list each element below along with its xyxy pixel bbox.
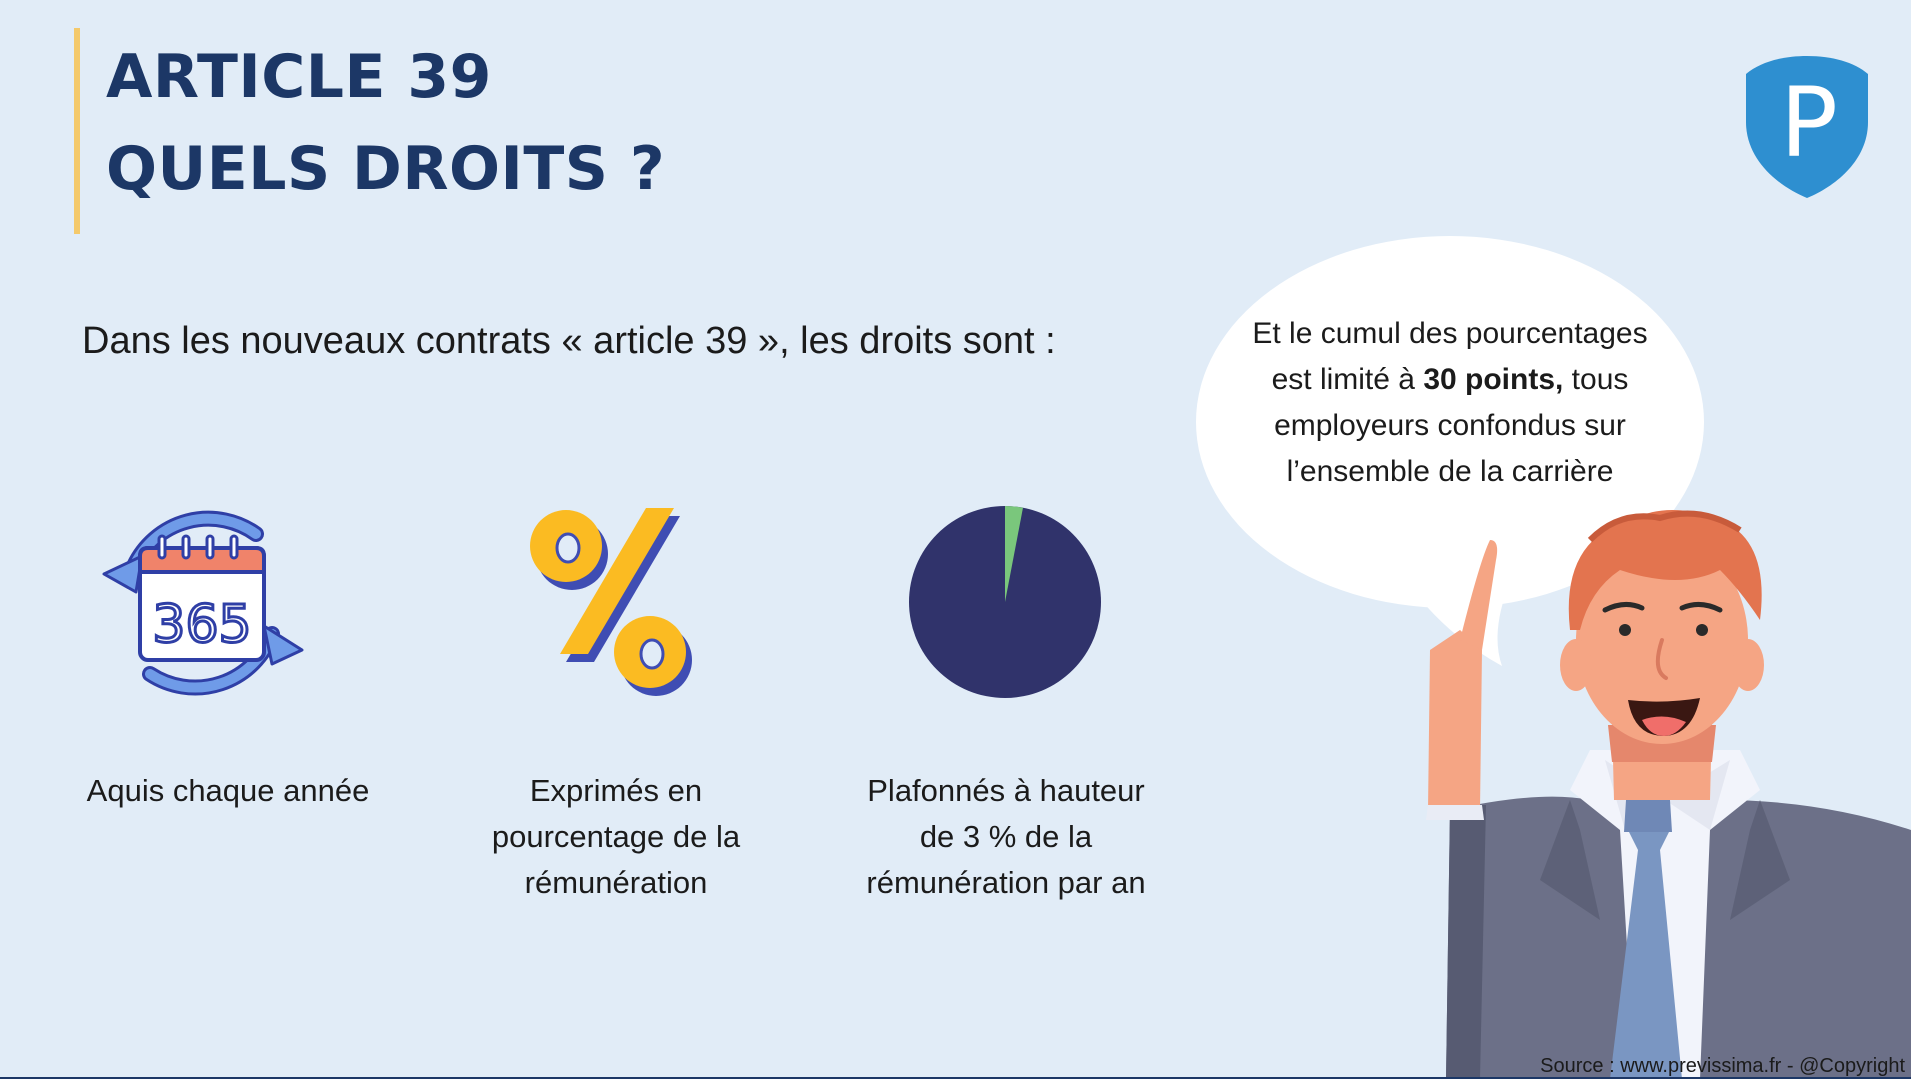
caption-acquired-yearly: Aquis chaque année xyxy=(86,773,370,808)
intro-text: Dans les nouveaux contrats « article 39 … xyxy=(82,320,1056,362)
businessman-illustration xyxy=(1426,510,1911,1079)
page-title-line-2: QUELS DROITS ? xyxy=(106,134,666,204)
caption-capped-3-percent: Plafonnés à hauteur de 3 % de la rémunér… xyxy=(866,773,1146,900)
calendar-365-text: 365 xyxy=(152,595,251,655)
source-footer: Source : www.previssima.fr - @Copyright xyxy=(1540,1055,1905,1077)
title-accent-bar xyxy=(74,28,80,234)
logo-letter: P xyxy=(1780,67,1838,179)
page-title-line-1: ARTICLE 39 xyxy=(106,42,492,112)
calendar-365-icon: 365 xyxy=(102,510,304,696)
pie-highlight-slice xyxy=(1005,506,1023,602)
previssima-logo-icon: P xyxy=(1746,56,1868,198)
caption-expressed-percentage: Exprimés en pourcentage de la rémunérati… xyxy=(491,773,741,900)
speech-bubble-text: Et le cumul des pourcentages est limité … xyxy=(1252,317,1648,488)
speech-bubble-bold: 30 points, xyxy=(1423,363,1564,396)
percent-icon xyxy=(530,508,692,696)
bottom-divider xyxy=(0,1077,1911,1079)
pie-chart-icon xyxy=(909,506,1101,698)
